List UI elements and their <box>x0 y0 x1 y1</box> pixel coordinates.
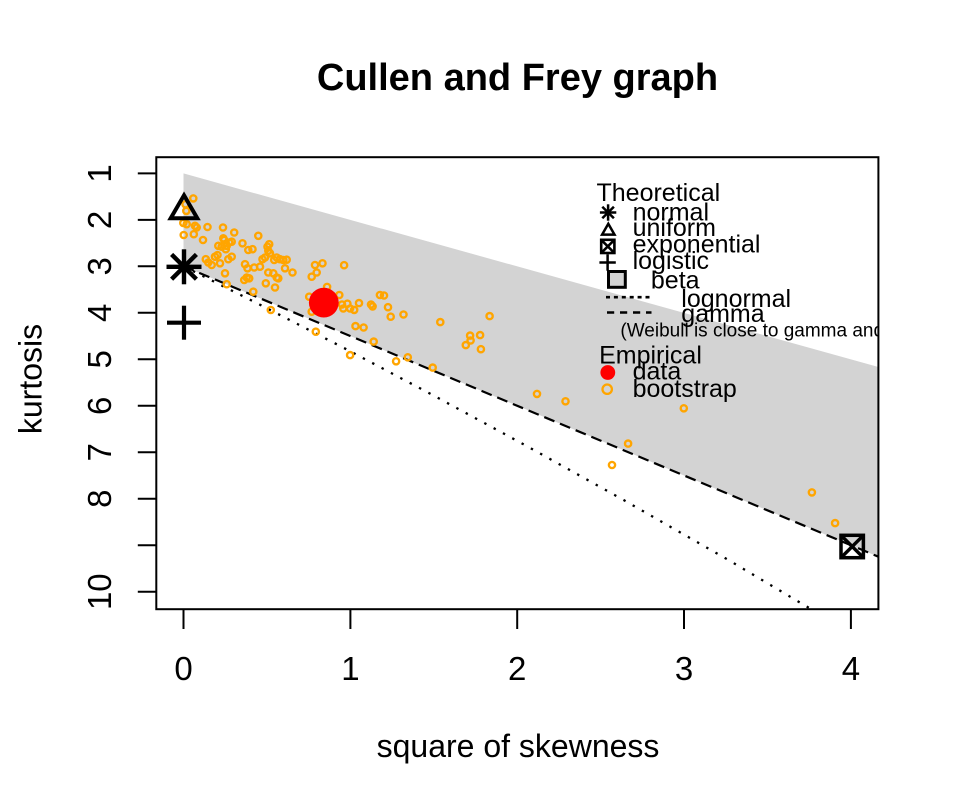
svg-text:square of skewness: square of skewness <box>377 728 660 764</box>
svg-text:(Weibull is close to gamma and: (Weibull is close to gamma and lognormal… <box>620 321 960 342</box>
svg-text:logistic: logistic <box>633 247 709 275</box>
svg-text:3: 3 <box>81 257 118 275</box>
svg-text:4: 4 <box>842 650 860 687</box>
svg-text:bootstrap: bootstrap <box>633 375 737 403</box>
svg-text:6: 6 <box>81 397 118 415</box>
svg-text:beta: beta <box>651 267 700 295</box>
svg-text:normal: normal <box>633 199 709 227</box>
svg-text:4: 4 <box>81 304 118 322</box>
svg-text:8: 8 <box>81 490 118 508</box>
svg-text:uniform: uniform <box>633 214 716 242</box>
svg-text:1: 1 <box>81 164 118 182</box>
svg-text:7: 7 <box>81 443 118 461</box>
svg-text:lognormal: lognormal <box>681 285 791 313</box>
svg-text:1: 1 <box>341 650 359 687</box>
svg-text:Theoretical: Theoretical <box>597 179 721 207</box>
svg-text:Cullen and Frey graph: Cullen and Frey graph <box>317 57 718 99</box>
svg-text:3: 3 <box>675 650 693 687</box>
svg-text:2: 2 <box>81 211 118 229</box>
svg-text:5: 5 <box>81 350 118 368</box>
svg-text:10: 10 <box>81 573 118 610</box>
svg-text:0: 0 <box>174 650 192 687</box>
svg-text:data: data <box>633 358 682 386</box>
svg-text:Empirical: Empirical <box>599 341 702 369</box>
svg-text:exponential: exponential <box>633 230 761 258</box>
svg-text:kurtosis: kurtosis <box>13 324 49 434</box>
svg-text:gamma: gamma <box>681 300 764 328</box>
svg-text:2: 2 <box>508 650 526 687</box>
